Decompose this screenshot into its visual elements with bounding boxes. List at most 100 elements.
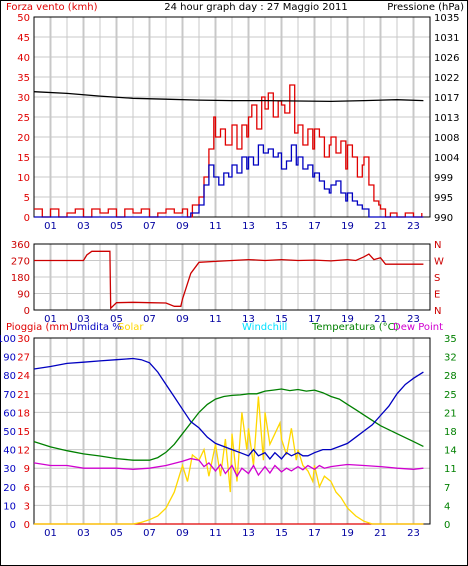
compass-tick-label: N	[434, 240, 441, 251]
x-tick-label: 11	[209, 528, 222, 539]
humidity-tick-label: 24	[17, 371, 30, 382]
rain-tick-label: 60	[3, 408, 16, 419]
humidity-tick-label: 12	[17, 446, 30, 457]
x-tick-label: 21	[374, 528, 387, 539]
humidity-tick-label: 27	[17, 353, 30, 364]
x-tick-label: 03	[77, 314, 90, 325]
temperature-tick-label: 28	[444, 371, 457, 382]
pressure-tick-label: 1008	[434, 133, 459, 144]
rain-tick-label: 80	[3, 371, 16, 382]
humidity-tick-label: 15	[17, 427, 30, 438]
direction-tick-label: 180	[11, 273, 30, 284]
rain-tick-label: 70	[3, 390, 16, 401]
environment-panel: 0102030405060708090100036912151821242730…	[0, 334, 457, 539]
wind-average-line	[34, 144, 424, 218]
pressure-tick-label: 990	[434, 213, 453, 224]
x-tick-label: 05	[110, 314, 123, 325]
x-tick-label: 13	[242, 314, 255, 325]
wind-direction-line	[34, 250, 424, 310]
wind-tick-label: 30	[17, 93, 30, 104]
x-tick-label: 23	[407, 221, 420, 232]
x-tick-label: 07	[143, 221, 156, 232]
pressure-tick-label: 1013	[434, 113, 459, 124]
direction-tick-label: 270	[11, 257, 30, 268]
direction-plot-frame	[33, 243, 431, 311]
wind-tick-label: 40	[17, 53, 30, 64]
temperature-tick-label: 7	[444, 483, 450, 494]
temperature-tick-label: 11	[444, 464, 457, 475]
wind-axis-title: Forza vento (kmh)	[6, 2, 98, 13]
rain-tick-label: 0	[10, 520, 16, 531]
x-tick-label: 13	[242, 221, 255, 232]
x-tick-label: 15	[275, 528, 288, 539]
humidity-tick-label: 18	[17, 408, 30, 419]
x-tick-label: 03	[77, 221, 90, 232]
x-tick-label: 19	[341, 314, 354, 325]
wind-plot-frame	[33, 16, 431, 218]
humidity-line	[33, 357, 424, 460]
x-tick-label: 15	[275, 221, 288, 232]
temperature-tick-label: 4	[444, 501, 450, 512]
temperature-tick-label: 25	[444, 390, 457, 401]
x-tick-label: 07	[143, 528, 156, 539]
graph-title: 24 hour graph day : 27 Maggio 2011	[164, 2, 347, 13]
windchill-legend: Windchill	[242, 322, 287, 333]
x-tick-label: 01	[44, 528, 57, 539]
x-tick-label: 09	[176, 528, 189, 539]
x-tick-label: 19	[341, 221, 354, 232]
x-tick-label: 01	[44, 314, 57, 325]
pressure-tick-label: 1022	[434, 73, 459, 84]
rain-tick-label: 40	[3, 446, 16, 457]
pressure-axis-title: Pressione (hPa)	[387, 2, 464, 13]
wind-tick-label: 0	[24, 213, 30, 224]
x-tick-label: 09	[176, 221, 189, 232]
wind-tick-label: 50	[17, 13, 30, 24]
wind-tick-label: 10	[17, 173, 30, 184]
wind-tick-label: 15	[17, 153, 30, 164]
temperature-tick-label: 18	[444, 427, 457, 438]
x-tick-label: 09	[176, 314, 189, 325]
x-tick-label: 01	[44, 221, 57, 232]
humidity-tick-label: 6	[24, 483, 30, 494]
wind-tick-label: 20	[17, 133, 30, 144]
x-tick-label: 17	[308, 314, 321, 325]
temperature-legend: Temperatura (°C)	[311, 322, 399, 333]
rain-tick-label: 30	[3, 464, 16, 475]
x-tick-label: 17	[308, 528, 321, 539]
direction-tick-label: 360	[11, 240, 30, 251]
wind-gust-line	[34, 84, 423, 218]
humidity-tick-label: 9	[24, 464, 30, 475]
x-tick-label: 21	[374, 314, 387, 325]
direction-tick-label: 90	[17, 290, 30, 301]
pressure-tick-label: 1026	[434, 53, 459, 64]
x-tick-label: 15	[275, 314, 288, 325]
x-tick-label: 05	[110, 528, 123, 539]
humidity-tick-label: 30	[17, 334, 30, 345]
dewpoint-line	[33, 457, 424, 478]
temperature-tick-label: 0	[444, 520, 450, 531]
solar-legend: Solar	[118, 322, 144, 333]
temperature-tick-label: 35	[444, 334, 457, 345]
wind-tick-label: 35	[17, 73, 30, 84]
x-tick-label: 23	[407, 528, 420, 539]
x-tick-label: 23	[407, 314, 420, 325]
solar-line	[34, 396, 424, 525]
rain-tick-label: 100	[0, 334, 16, 345]
direction-tick-label: 0	[24, 306, 30, 317]
humidity-tick-label: 3	[24, 501, 30, 512]
rain-tick-label: 50	[3, 427, 16, 438]
rain-tick-label: 10	[3, 501, 16, 512]
wind-tick-label: 45	[17, 33, 30, 44]
rain-legend: Pioggia (mm)	[6, 322, 73, 333]
wind-pressure-panel: 0510152025303540455099099599910041008101…	[17, 13, 459, 232]
humidity-tick-label: 0	[24, 520, 30, 531]
temperature-tick-label: 21	[444, 408, 457, 419]
pressure-tick-label: 1035	[434, 13, 459, 24]
rain-tick-label: 20	[3, 483, 16, 494]
x-tick-label: 13	[242, 528, 255, 539]
wind-tick-label: 5	[24, 193, 30, 204]
pressure-line	[33, 91, 424, 103]
compass-tick-label: E	[434, 290, 440, 301]
